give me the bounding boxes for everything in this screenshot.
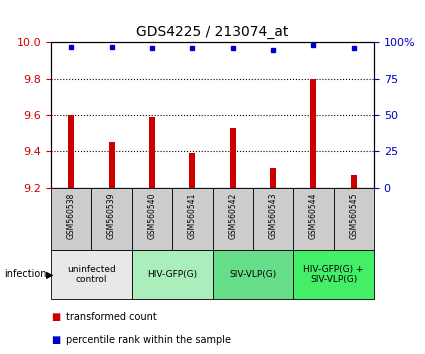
- Bar: [351, 175, 357, 188]
- Text: HIV-GFP(G): HIV-GFP(G): [147, 270, 197, 279]
- Text: ▶: ▶: [46, 269, 54, 279]
- Text: percentile rank within the sample: percentile rank within the sample: [66, 335, 231, 345]
- Text: GSM560545: GSM560545: [349, 193, 358, 239]
- Bar: [310, 79, 317, 188]
- Bar: [230, 128, 236, 188]
- Text: uninfected
control: uninfected control: [67, 265, 116, 284]
- Bar: [51, 250, 132, 299]
- Bar: [189, 153, 196, 188]
- Bar: [51, 188, 91, 250]
- Text: transformed count: transformed count: [66, 312, 157, 322]
- Text: infection: infection: [4, 269, 47, 279]
- Bar: [253, 188, 293, 250]
- Bar: [132, 188, 172, 250]
- Bar: [270, 168, 276, 188]
- Bar: [68, 115, 74, 188]
- Text: GSM560542: GSM560542: [228, 193, 237, 239]
- Bar: [108, 142, 115, 188]
- Bar: [293, 188, 334, 250]
- Bar: [149, 117, 155, 188]
- Text: SIV-VLP(G): SIV-VLP(G): [229, 270, 277, 279]
- Text: ■: ■: [51, 335, 60, 345]
- Text: GSM560544: GSM560544: [309, 193, 318, 239]
- Text: GSM560541: GSM560541: [188, 193, 197, 239]
- Text: GSM560539: GSM560539: [107, 193, 116, 239]
- Text: ■: ■: [51, 312, 60, 322]
- Text: GSM560540: GSM560540: [147, 193, 156, 239]
- Bar: [172, 188, 212, 250]
- Bar: [212, 250, 293, 299]
- Bar: [91, 188, 132, 250]
- Bar: [293, 250, 374, 299]
- Bar: [334, 188, 374, 250]
- Text: GSM560543: GSM560543: [269, 193, 278, 239]
- Title: GDS4225 / 213074_at: GDS4225 / 213074_at: [136, 25, 289, 39]
- Bar: [212, 188, 253, 250]
- Bar: [132, 250, 212, 299]
- Text: HIV-GFP(G) +
SIV-VLP(G): HIV-GFP(G) + SIV-VLP(G): [303, 265, 364, 284]
- Text: GSM560538: GSM560538: [67, 193, 76, 239]
